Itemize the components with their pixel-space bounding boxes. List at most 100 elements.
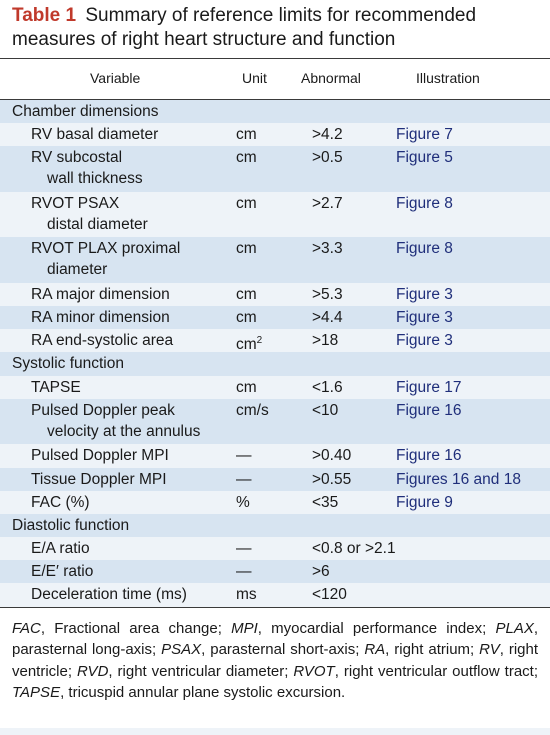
column-header-unit: Unit bbox=[242, 70, 267, 86]
cell-unit: cm/s bbox=[236, 400, 269, 421]
variable-text: TAPSE bbox=[31, 378, 81, 396]
table-row: RV basal diameter cm >4.2 Figure 7 bbox=[0, 123, 550, 147]
cell-abnormal: >0.40 bbox=[312, 447, 352, 465]
cell-abnormal: >18 bbox=[312, 332, 339, 350]
footnote-abbreviation: RVOT bbox=[293, 662, 335, 680]
cell-illustration-link[interactable]: Figure 3 bbox=[396, 332, 453, 350]
cell-illustration-link[interactable]: Figure 3 bbox=[396, 285, 453, 303]
footnote-definition: , parasternal short-axis; bbox=[201, 641, 365, 659]
cell-variable: Pulsed Doppler MPI bbox=[31, 445, 231, 466]
cell-illustration-link[interactable]: Figure 17 bbox=[396, 378, 462, 396]
cell-unit: cm bbox=[236, 193, 257, 214]
variable-text: Tissue Doppler MPI bbox=[31, 470, 167, 488]
unit-text: cm bbox=[236, 336, 257, 354]
cell-unit: — bbox=[236, 538, 252, 559]
table-label: Table 1 bbox=[12, 5, 77, 26]
category-label: Systolic function bbox=[12, 355, 124, 373]
category-label: Chamber dimensions bbox=[12, 103, 159, 120]
cell-unit: cm bbox=[236, 147, 257, 168]
unit-text: — bbox=[236, 470, 252, 488]
table-footnote: FAC, Fractional area change; MPI, myocar… bbox=[0, 607, 550, 728]
variable-text: FAC (%) bbox=[31, 493, 90, 511]
footnote-definition: , right ventricle; bbox=[12, 641, 539, 680]
cell-illustration-link[interactable]: Figure 7 bbox=[396, 126, 453, 144]
unit-text: cm bbox=[236, 285, 257, 303]
unit-text: cm bbox=[236, 378, 257, 396]
cell-abnormal: >6 bbox=[312, 563, 330, 581]
cell-illustration-link[interactable]: Figure 3 bbox=[396, 309, 453, 327]
table-caption: Table 1 Summary of reference limits for … bbox=[0, 0, 550, 58]
variable-text: E/E′ ratio bbox=[31, 563, 94, 581]
variable-text: RVOT PSAX bbox=[31, 194, 120, 212]
table-row: E/A ratio — <0.8 or >2.1 bbox=[0, 537, 550, 561]
category-label: Diastolic function bbox=[12, 516, 130, 534]
cell-variable: RA minor dimension bbox=[31, 307, 231, 328]
table-row: E/E′ ratio — >6 bbox=[0, 560, 550, 584]
table-row: Pulsed Doppler MPI — >0.40 Figure 16 bbox=[0, 444, 550, 468]
footnote-definition: , myocardial performance index; bbox=[257, 619, 496, 637]
cell-variable: RV basal diameter bbox=[31, 124, 231, 145]
cell-variable: RA major dimension bbox=[31, 284, 231, 305]
footnote-abbreviation: FAC bbox=[12, 619, 41, 637]
cell-variable: RV subcostal wall thickness bbox=[31, 147, 231, 189]
footnote-abbreviation: RV bbox=[479, 641, 500, 659]
bottom-rule bbox=[0, 606, 550, 608]
table-row: Tissue Doppler MPI — >0.55 Figures 16 and 1… bbox=[0, 467, 550, 491]
table-row: Deceleration time (ms) ms <120 bbox=[0, 583, 550, 607]
table-row: TAPSE cm <1.6 Figure 17 bbox=[0, 375, 550, 399]
table-row: RV subcostal wall thickness cm >0.5 Figure 5 bbox=[0, 146, 550, 192]
cell-variable: E/A ratio bbox=[31, 538, 231, 559]
table-body: Chamber dimensions RV basal diameter cm >4.… bbox=[0, 100, 550, 607]
table-row: RA major dimension cm >5.3 Figure 3 bbox=[0, 282, 550, 307]
top-rule bbox=[0, 58, 550, 59]
variable-text: RVOT PLAX proximal bbox=[31, 240, 181, 258]
cell-illustration-link[interactable]: Figure 9 bbox=[396, 493, 453, 511]
cell-illustration-link[interactable]: Figure 16 bbox=[396, 447, 462, 465]
variable-text: E/A ratio bbox=[31, 540, 90, 558]
cell-illustration-link[interactable]: Figure 8 bbox=[396, 240, 453, 258]
table-category-row: Chamber dimensions bbox=[0, 100, 550, 124]
unit-text: cm/s bbox=[236, 401, 269, 419]
variable-text: RA end-systolic area bbox=[31, 332, 174, 350]
cell-abnormal: <0.8 or >2.1 bbox=[312, 540, 396, 558]
cell-abnormal: >5.3 bbox=[312, 285, 343, 303]
unit-text: cm bbox=[236, 149, 257, 167]
cell-unit: cm2 bbox=[236, 330, 262, 355]
variable-text-continued: diameter bbox=[47, 261, 108, 279]
cell-abnormal: >4.4 bbox=[312, 309, 343, 327]
cell-unit: cm bbox=[236, 124, 257, 145]
table-category-row: Systolic function bbox=[0, 352, 550, 376]
table-row: Pulsed Doppler peak velocity at the annul… bbox=[0, 398, 550, 445]
unit-text: cm bbox=[236, 240, 257, 258]
cell-illustration-link[interactable]: Figures 16 and 18 bbox=[396, 470, 521, 488]
table-row: FAC (%)% <35 Figure 9 bbox=[0, 490, 550, 514]
variable-text: RV basal diameter bbox=[31, 126, 159, 144]
cell-abnormal: >4.2 bbox=[312, 126, 343, 144]
cell-abnormal: >0.55 bbox=[312, 470, 352, 488]
footnote-abbreviation: PLAX bbox=[495, 619, 534, 637]
cell-illustration-link[interactable]: Figure 5 bbox=[396, 149, 453, 167]
table-row: RVOT PLAX proximal diameter cm >3.3 Figure 8 bbox=[0, 237, 550, 283]
variable-text: Deceleration time (ms) bbox=[31, 586, 187, 604]
variable-text: RA major dimension bbox=[31, 285, 170, 303]
cell-abnormal: >2.7 bbox=[312, 194, 343, 212]
variable-text: RV subcostal bbox=[31, 149, 123, 167]
variable-text-continued: wall thickness bbox=[47, 170, 143, 188]
unit-text: cm bbox=[236, 194, 257, 212]
footnote-abbreviation: RA bbox=[364, 641, 386, 659]
table-row: RA minor dimension cm >4.4 Figure 3 bbox=[0, 306, 550, 330]
cell-illustration-link[interactable]: Figure 8 bbox=[396, 194, 453, 212]
cell-unit: cm bbox=[236, 284, 257, 305]
cell-unit: — bbox=[236, 469, 252, 490]
footnote-definition: , tricuspid annular plane systolic excur… bbox=[60, 684, 346, 702]
variable-text: RA minor dimension bbox=[31, 309, 170, 327]
unit-text: % bbox=[236, 493, 250, 511]
cell-illustration-link[interactable]: Figure 16 bbox=[396, 401, 462, 419]
table-row: RA end-systolic area cm2 >18 Figure 3 bbox=[0, 329, 550, 355]
cell-variable: Deceleration time (ms) bbox=[31, 584, 231, 605]
cell-variable: E/E′ ratio bbox=[31, 561, 231, 582]
column-header-row: Variable Unit Abnormal Illustration bbox=[0, 59, 550, 100]
cell-unit: cm bbox=[236, 307, 257, 328]
cell-abnormal: <1.6 bbox=[312, 378, 343, 396]
